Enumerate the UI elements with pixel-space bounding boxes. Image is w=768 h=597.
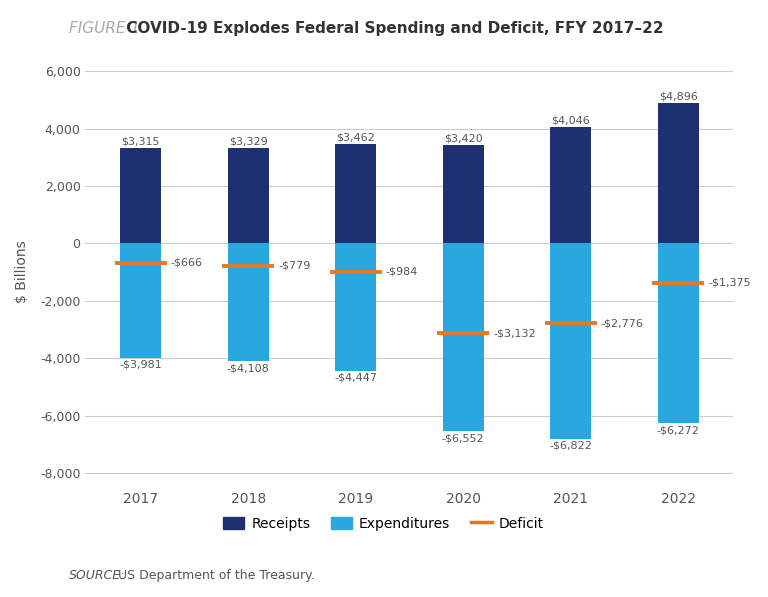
Bar [336,144,376,244]
Text: $3,329: $3,329 [229,136,267,146]
Bar [551,127,591,244]
Text: -$779: -$779 [278,261,311,271]
Legend: Receipts, Expenditures, Deficit: Receipts, Expenditures, Deficit [218,511,549,537]
Text: COVID-19 Explodes Federal Spending and Deficit, FFY 2017–22: COVID-19 Explodes Federal Spending and D… [121,21,664,36]
Bar [228,148,269,244]
Text: $3,462: $3,462 [336,133,375,143]
Text: -$4,447: -$4,447 [334,373,377,383]
Text: -$984: -$984 [386,267,419,276]
Bar [443,244,484,432]
Text: -$4,108: -$4,108 [227,363,270,373]
Bar [658,103,699,244]
Bar [336,244,376,371]
Text: $4,896: $4,896 [659,91,697,101]
Text: -$6,822: -$6,822 [549,441,592,451]
Text: US Department of the Treasury.: US Department of the Treasury. [114,569,314,582]
Bar [658,244,699,423]
Bar [228,244,269,361]
Text: -$6,272: -$6,272 [657,425,700,435]
Text: -$3,981: -$3,981 [119,359,162,370]
Text: $4,046: $4,046 [551,116,590,126]
Text: FIGURE 1.: FIGURE 1. [69,21,145,36]
Text: -$1,375: -$1,375 [708,278,751,288]
Text: -$666: -$666 [170,257,203,267]
Bar [551,244,591,439]
Text: $3,315: $3,315 [121,137,160,147]
Bar [443,145,484,244]
Text: -$3,132: -$3,132 [493,328,536,338]
Text: SOURCE:: SOURCE: [69,569,125,582]
Bar [121,244,161,358]
Y-axis label: $ Billions: $ Billions [15,241,29,303]
Bar [121,148,161,244]
Text: -$2,776: -$2,776 [601,318,644,328]
Text: $3,420: $3,420 [444,134,482,144]
Text: -$6,552: -$6,552 [442,433,485,443]
